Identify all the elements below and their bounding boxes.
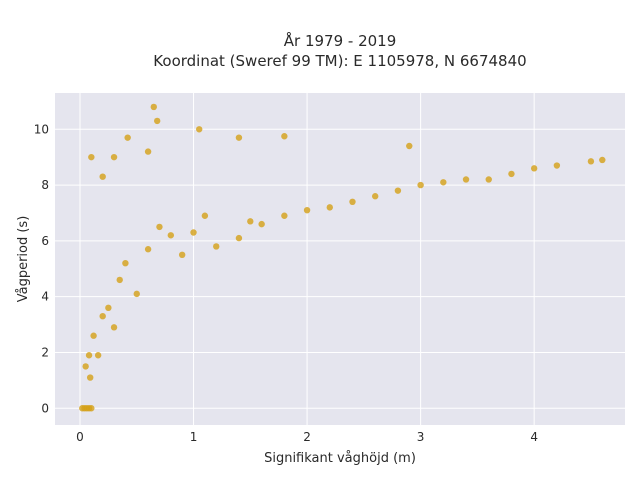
data-point [553, 162, 561, 169]
x-tick-label: 1 [190, 430, 198, 444]
plot-area [55, 93, 625, 425]
data-points [79, 103, 606, 412]
data-point [156, 223, 163, 231]
data-point [144, 246, 152, 253]
data-point [508, 170, 515, 178]
data-point [99, 312, 106, 320]
x-tick-label: 0 [76, 430, 84, 444]
data-point [326, 204, 333, 211]
data-point [281, 212, 288, 219]
x-axis-ticks: 0 1 2 3 4 [76, 430, 538, 444]
data-point [201, 212, 209, 219]
data-point [110, 324, 118, 331]
data-point [530, 165, 538, 172]
data-point [82, 363, 89, 370]
data-point [144, 148, 152, 155]
data-point [303, 206, 311, 214]
data-point [94, 352, 102, 359]
data-point [485, 176, 492, 183]
data-point [90, 332, 97, 339]
data-point [440, 179, 447, 186]
data-point [349, 198, 356, 206]
data-point [213, 243, 220, 250]
data-point [99, 173, 106, 180]
data-point [88, 405, 95, 412]
data-point [86, 374, 94, 381]
y-tick-label: 0 [41, 401, 49, 415]
data-point [406, 142, 413, 150]
y-tick-label: 2 [41, 345, 49, 359]
data-point [371, 193, 379, 200]
y-tick-label: 10 [34, 122, 49, 136]
data-point [167, 232, 175, 239]
y-tick-label: 8 [41, 178, 49, 192]
data-point [235, 234, 243, 242]
x-tick-label: 3 [417, 430, 425, 444]
data-point [281, 133, 288, 140]
x-tick-label: 4 [530, 430, 538, 444]
data-point [178, 251, 186, 259]
data-point [153, 117, 161, 125]
data-point [124, 134, 131, 141]
data-point [599, 156, 606, 164]
data-point [196, 126, 203, 133]
data-point [462, 176, 470, 183]
y-axis-ticks: 0 2 4 6 8 10 [34, 122, 49, 415]
data-point [417, 181, 424, 189]
data-point [190, 229, 197, 236]
data-point [235, 134, 243, 141]
grid-lines [55, 93, 625, 425]
data-point [394, 187, 402, 194]
data-point [122, 259, 129, 267]
data-point [85, 352, 93, 359]
data-point [116, 276, 123, 284]
data-point [105, 304, 112, 312]
x-tick-label: 2 [303, 430, 311, 444]
chart-title-line-1: År 1979 - 2019 [284, 31, 397, 50]
data-point [133, 290, 140, 298]
chart-title-line-2: Koordinat (Sweref 99 TM): E 1105978, N 6… [153, 52, 526, 70]
data-point [88, 153, 95, 161]
y-axis-label: Vågperiod (s) [16, 216, 31, 303]
y-tick-label: 6 [41, 234, 49, 248]
x-axis-label: Signifikant våghöjd (m) [264, 451, 416, 466]
data-point [587, 158, 595, 165]
data-point [258, 220, 265, 228]
y-tick-label: 4 [41, 290, 49, 304]
data-point [247, 218, 254, 225]
data-point [150, 103, 157, 111]
data-point [110, 153, 118, 161]
